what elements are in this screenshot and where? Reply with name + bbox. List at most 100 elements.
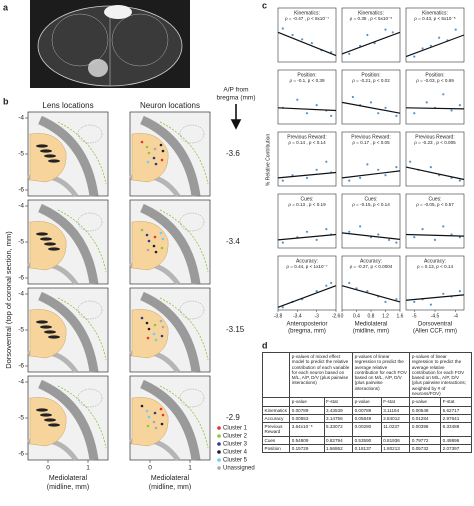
table-cell: 0.00789 [352,405,382,415]
point [315,168,318,171]
annotation: ρ = -0.21, p < 0.02 [352,78,390,83]
point [310,42,313,45]
neuron [152,420,156,424]
y-tick-label: -6 [18,451,24,458]
fit-line [405,34,465,58]
level-label: -3.6 [226,149,240,158]
ap-title: bregma (mm) [216,95,255,102]
annotation: ρ = 0.13, p < 0.14 [417,264,454,269]
table-row: Previous Reward 3.64x10⁻⁸ 5.33072 0.00280 11… [261,422,472,437]
neuron [161,149,165,153]
y-tick-label: -6 [18,187,24,194]
point [395,114,398,117]
panel-title: Kinematics: [294,10,320,16]
legend-swatch [217,434,221,438]
tissue-band [38,291,99,373]
legend-label: Cluster 2 [223,434,248,440]
table-cell: 0.00548 [409,405,442,415]
point [366,290,369,293]
point [384,28,387,31]
point [377,233,380,236]
x-tick-label: 1 [86,465,90,472]
point [359,225,362,228]
table-cell: 0.00789 [289,405,325,415]
point [395,298,398,301]
point [454,28,457,31]
x-tick-label: 0.4 [353,313,360,319]
plot-frame [277,7,337,63]
neuron [160,422,164,426]
panel-title: Cues: [428,196,441,202]
structure [77,300,103,320]
annotation: ρ = -0.23 , p < 0.005 [414,140,456,145]
table-cell: 2.84012 [380,413,411,424]
brain-section [27,199,109,286]
neuron [153,411,157,415]
lens [48,335,60,339]
table-cell: Kinematics [261,405,291,415]
neuron [153,147,157,151]
annotation: ρ = -0.47 , p < 8x10⁻⁷ [285,16,329,21]
fit-line [341,170,401,179]
x-tick-label: 0 [148,465,152,472]
point [377,168,380,171]
x-tick-label: -3.8 [274,313,283,319]
x-tick-label: 0 [46,465,50,472]
tissue-band [140,203,201,285]
panel-title: Position: [425,72,444,78]
neuron [146,336,150,340]
plot-frame [341,131,401,187]
fit-line [277,171,337,179]
x-tick-label: -3.4 [293,313,302,319]
lens [36,144,48,148]
panel-label: c [262,0,267,10]
panel-label: b [3,96,9,106]
x-axis-label: (midline, mm) [47,484,89,491]
fit-line [341,285,401,303]
arrow [230,104,242,130]
fit-line [405,233,465,237]
point [384,300,387,303]
point [325,160,328,163]
panel-title: Kinematics: [358,10,384,16]
table-cell: 0.00398 [409,422,442,437]
column-title: Neuron locations [140,101,200,110]
x-tick-label: 1.6 [397,313,404,319]
table-row: Kinematics 0.00789 3.43539 0.00789 3.11164 0.… [261,405,472,415]
plot-frame [277,193,337,249]
brain-section [129,111,211,198]
table-cell: Previous Reward [261,422,291,437]
point [388,238,391,241]
x-axis-label: Mediolateral [49,475,88,482]
table-cell: p-value [289,397,325,407]
panel-label: a [3,2,9,12]
point [315,290,318,293]
structure [179,300,205,320]
neuron [154,162,158,166]
annotation: ρ = -0.05, p < 0.57 [416,202,454,207]
panel-label: d [262,340,268,350]
column-title: Lens locations [42,101,93,110]
point [433,238,437,241]
boundary [159,209,209,273]
x-tick-label: 0 [341,313,344,319]
point [384,106,387,109]
table-row: Position 0.15729 1.56862 0.18137 1.80213 0.05… [261,443,472,454]
table-cell: 5.62717 [440,405,472,415]
x-axis-label: (Allen CCF, mm) [413,329,457,335]
x-tick-label: 1 [188,465,192,472]
lens [44,418,56,422]
legend-label: Unassigned [223,466,255,472]
neuron [140,404,144,408]
table-cell: F-stat [380,397,411,407]
point [291,174,294,177]
table-cell [261,397,291,407]
neuron [159,407,163,411]
x-axis-label: Anteroposterior [286,322,327,328]
panel-title: Cues: [300,196,313,202]
point [348,281,351,285]
legend-swatch [217,426,221,430]
boundary [159,385,209,449]
x-tick-label: -3 [314,313,319,319]
point [425,101,428,104]
